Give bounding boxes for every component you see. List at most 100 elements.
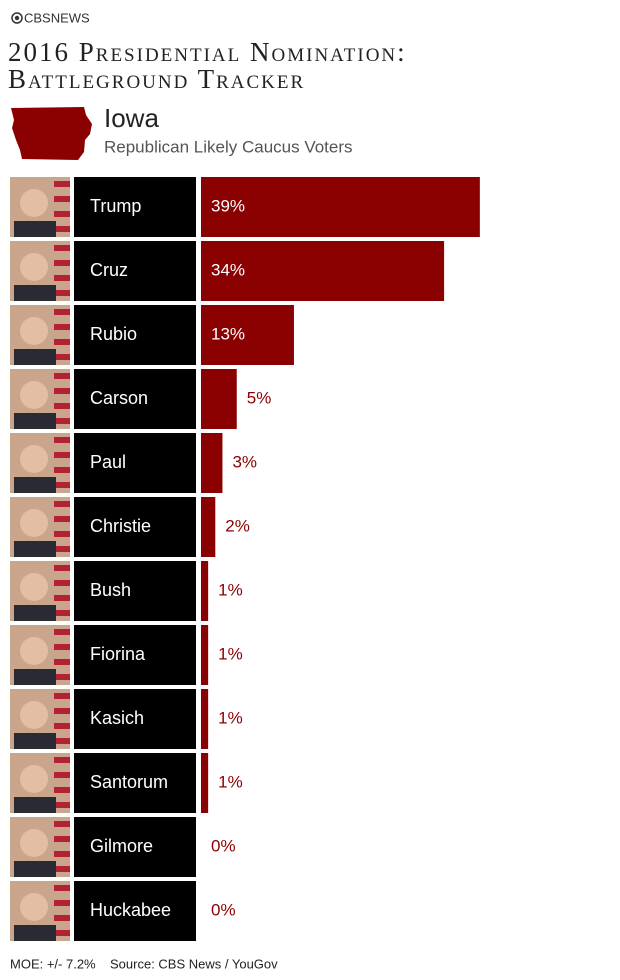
flag-stripe: [54, 565, 70, 571]
bar: [201, 433, 223, 493]
flag-stripe: [54, 787, 70, 793]
footnote: Source: CBS News / YouGov: [110, 956, 278, 971]
photo-face: [20, 317, 48, 345]
name-box: [74, 369, 196, 429]
name-box: [74, 305, 196, 365]
value-label: 13%: [211, 324, 245, 343]
bar: [201, 561, 209, 621]
photo-suit: [14, 541, 56, 557]
flag-stripe: [54, 339, 70, 345]
bar: [201, 497, 216, 557]
flag-stripe: [54, 821, 70, 827]
flag-stripe: [54, 388, 70, 394]
photo-face: [20, 509, 48, 537]
flag-stripe: [54, 802, 70, 808]
candidate-name: Rubio: [90, 324, 137, 344]
photo-face: [20, 445, 48, 473]
flag-stripe: [54, 373, 70, 379]
photo-suit: [14, 349, 56, 365]
name-box: [74, 753, 196, 813]
photo-suit: [14, 285, 56, 301]
candidate-name: Christie: [90, 516, 151, 536]
name-box: [74, 561, 196, 621]
flag-stripe: [54, 595, 70, 601]
candidate-name: Trump: [90, 196, 141, 216]
logo-text: CBSNEWS: [24, 10, 90, 25]
flag-stripe: [54, 757, 70, 763]
flag-stripe: [54, 644, 70, 650]
chart-title: Battleground Tracker: [8, 64, 305, 94]
value-label: 5%: [247, 388, 272, 407]
flag-stripe: [54, 738, 70, 744]
flag-stripe: [54, 930, 70, 936]
name-box: [74, 177, 196, 237]
flag-stripe: [54, 501, 70, 507]
name-box: [74, 433, 196, 493]
bar: [201, 241, 445, 301]
value-label: 1%: [218, 772, 243, 791]
flag-stripe: [54, 629, 70, 635]
value-label: 39%: [211, 196, 245, 215]
flag-stripe: [54, 403, 70, 409]
flag-stripe: [54, 674, 70, 680]
value-label: 1%: [218, 644, 243, 663]
name-box: [74, 625, 196, 685]
name-box: [74, 497, 196, 557]
value-label: 2%: [225, 516, 250, 535]
state-shape: [11, 107, 92, 160]
value-label: 0%: [211, 900, 236, 919]
flag-stripe: [54, 309, 70, 315]
name-box: [74, 241, 196, 301]
logo: CBSNEWS: [11, 10, 90, 25]
candidate-name: Fiorina: [90, 644, 146, 664]
photo-face: [20, 765, 48, 793]
photo-suit: [14, 605, 56, 621]
photo-suit: [14, 733, 56, 749]
flag-stripe: [54, 851, 70, 857]
flag-stripe: [54, 772, 70, 778]
candidate-name: Cruz: [90, 260, 128, 280]
flag-stripe: [54, 531, 70, 537]
photo-face: [20, 637, 48, 665]
photo-suit: [14, 861, 56, 877]
photo-face: [20, 189, 48, 217]
logo-eye: [11, 12, 23, 24]
name-box: [74, 689, 196, 749]
value-label: 3%: [232, 452, 257, 471]
flag-stripe: [54, 211, 70, 217]
flag-stripe: [54, 900, 70, 906]
logo-pupil: [14, 15, 20, 21]
flag-stripe: [54, 354, 70, 360]
flag-stripe: [54, 181, 70, 187]
candidate-name: Paul: [90, 452, 126, 472]
flag-stripe: [54, 290, 70, 296]
flag-stripe: [54, 226, 70, 232]
flag-stripe: [54, 693, 70, 699]
flag-stripe: [54, 324, 70, 330]
candidate-name: Santorum: [90, 772, 168, 792]
bar: [201, 177, 480, 237]
candidate-name: Kasich: [90, 708, 144, 728]
bar: [201, 625, 209, 685]
flag-stripe: [54, 610, 70, 616]
flag-stripe: [54, 467, 70, 473]
photo-suit: [14, 925, 56, 941]
flag-stripe: [54, 708, 70, 714]
flag-stripe: [54, 516, 70, 522]
flag-stripe: [54, 723, 70, 729]
flag-stripe: [54, 437, 70, 443]
value-label: 0%: [211, 836, 236, 855]
bar: [201, 689, 209, 749]
flag-stripe: [54, 546, 70, 552]
candidate-name: Gilmore: [90, 836, 153, 856]
candidate-name: Bush: [90, 580, 131, 600]
flag-stripe: [54, 659, 70, 665]
footnote: MOE: +/- 7.2%: [10, 956, 96, 971]
value-label: 1%: [218, 708, 243, 727]
photo-face: [20, 893, 48, 921]
flag-stripe: [54, 915, 70, 921]
flag-stripe: [54, 245, 70, 251]
bar: [201, 753, 209, 813]
